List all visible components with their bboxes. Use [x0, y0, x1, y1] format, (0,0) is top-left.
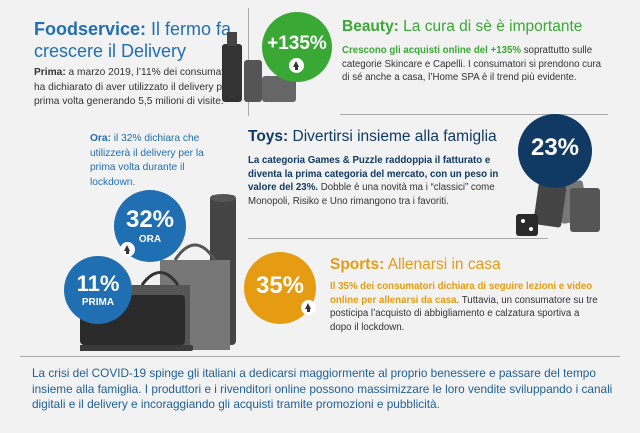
beauty-title-rest: La cura di sè è importante: [398, 18, 583, 35]
toys-title: Toys: Divertirsi insieme alla famiglia: [248, 128, 497, 146]
ora-label: Ora:: [90, 133, 111, 144]
toys-title-bold: Toys:: [248, 128, 289, 145]
ora-percent-value: 32%: [125, 206, 175, 233]
arrow-up-icon: [289, 58, 304, 73]
playing-cards-dice-illustration: [516, 180, 600, 236]
toys-text-bold: La categoria Games & Puzzle raddoppia il…: [248, 155, 499, 194]
foodservice-title: Foodservice: Il fermo fa crescere il Del…: [34, 18, 234, 62]
sports-text-bold: Il 35% dei consumatori dichiara di segui…: [330, 281, 593, 306]
beauty-text-rest: soprattutto sulle categorie Skincare e C…: [342, 45, 602, 84]
arrow-up-icon: [120, 242, 135, 257]
beauty-title-bold: Beauty:: [342, 18, 399, 35]
divider-beauty-toys: [340, 114, 608, 115]
ora-percent-label: ORA: [138, 234, 162, 245]
arrow-up-icon: [301, 300, 316, 315]
foodservice-title-bold: Foodservice:: [34, 19, 147, 39]
toys-percent-circle: 23%: [518, 114, 592, 188]
foodservice-prima-text: Prima: a marzo 2019, l’11% dei consumato…: [34, 66, 244, 110]
sports-title-rest: Allenarsi in casa: [384, 256, 501, 273]
divider-toys-sports: [248, 238, 548, 239]
toys-percent-value: 23%: [530, 134, 580, 161]
prima-label: Prima:: [34, 67, 66, 78]
cosmetics-illustration: [222, 32, 296, 102]
toys-title-rest: Divertirsi insieme alla famiglia: [288, 128, 497, 145]
sports-percent-value: 35%: [255, 272, 305, 299]
toys-text-rest: Dobble è una novità ma i “classici” come…: [248, 182, 495, 208]
shopping-illustration: [80, 194, 236, 351]
prima-body: a marzo 2019, l’11% dei consumatori ha d…: [34, 67, 242, 107]
sports-title-bold: Sports:: [330, 256, 385, 273]
sports-text-rest: Tuttavia, un consumatore su tre posticip…: [330, 294, 598, 334]
divider-bottom: [20, 356, 620, 357]
sports-title: Sports: Allenarsi in casa: [330, 256, 501, 274]
foodservice-ora-text: Ora: il 32% dichiara che utilizzerà il d…: [90, 132, 230, 190]
beauty-text-bold: Crescono gli acquisti online del +135%: [342, 45, 522, 56]
beauty-title: Beauty: La cura di sè è importante: [342, 18, 582, 36]
ora-body: il 32% dichiara che utilizzerà il delive…: [90, 133, 204, 188]
sports-text: Il 35% dei consumatori dichiara di segui…: [330, 280, 598, 335]
beauty-text: Crescono gli acquisti online del +135% s…: [342, 44, 602, 85]
prima-percent-label: PRIMA: [81, 297, 115, 308]
prima-percent-circle: 11% PRIMA: [64, 256, 132, 324]
toys-text: La categoria Games & Puzzle raddoppia il…: [248, 154, 516, 209]
foodservice-title-rest: Il fermo fa crescere il Delivery: [34, 19, 232, 61]
beauty-percent-value: +135%: [267, 33, 327, 54]
ora-percent-circle: 32% ORA: [114, 190, 186, 262]
summary-text: La crisi del COVID-19 spinge gli italian…: [32, 366, 613, 411]
prima-percent-value: 11%: [76, 271, 120, 296]
